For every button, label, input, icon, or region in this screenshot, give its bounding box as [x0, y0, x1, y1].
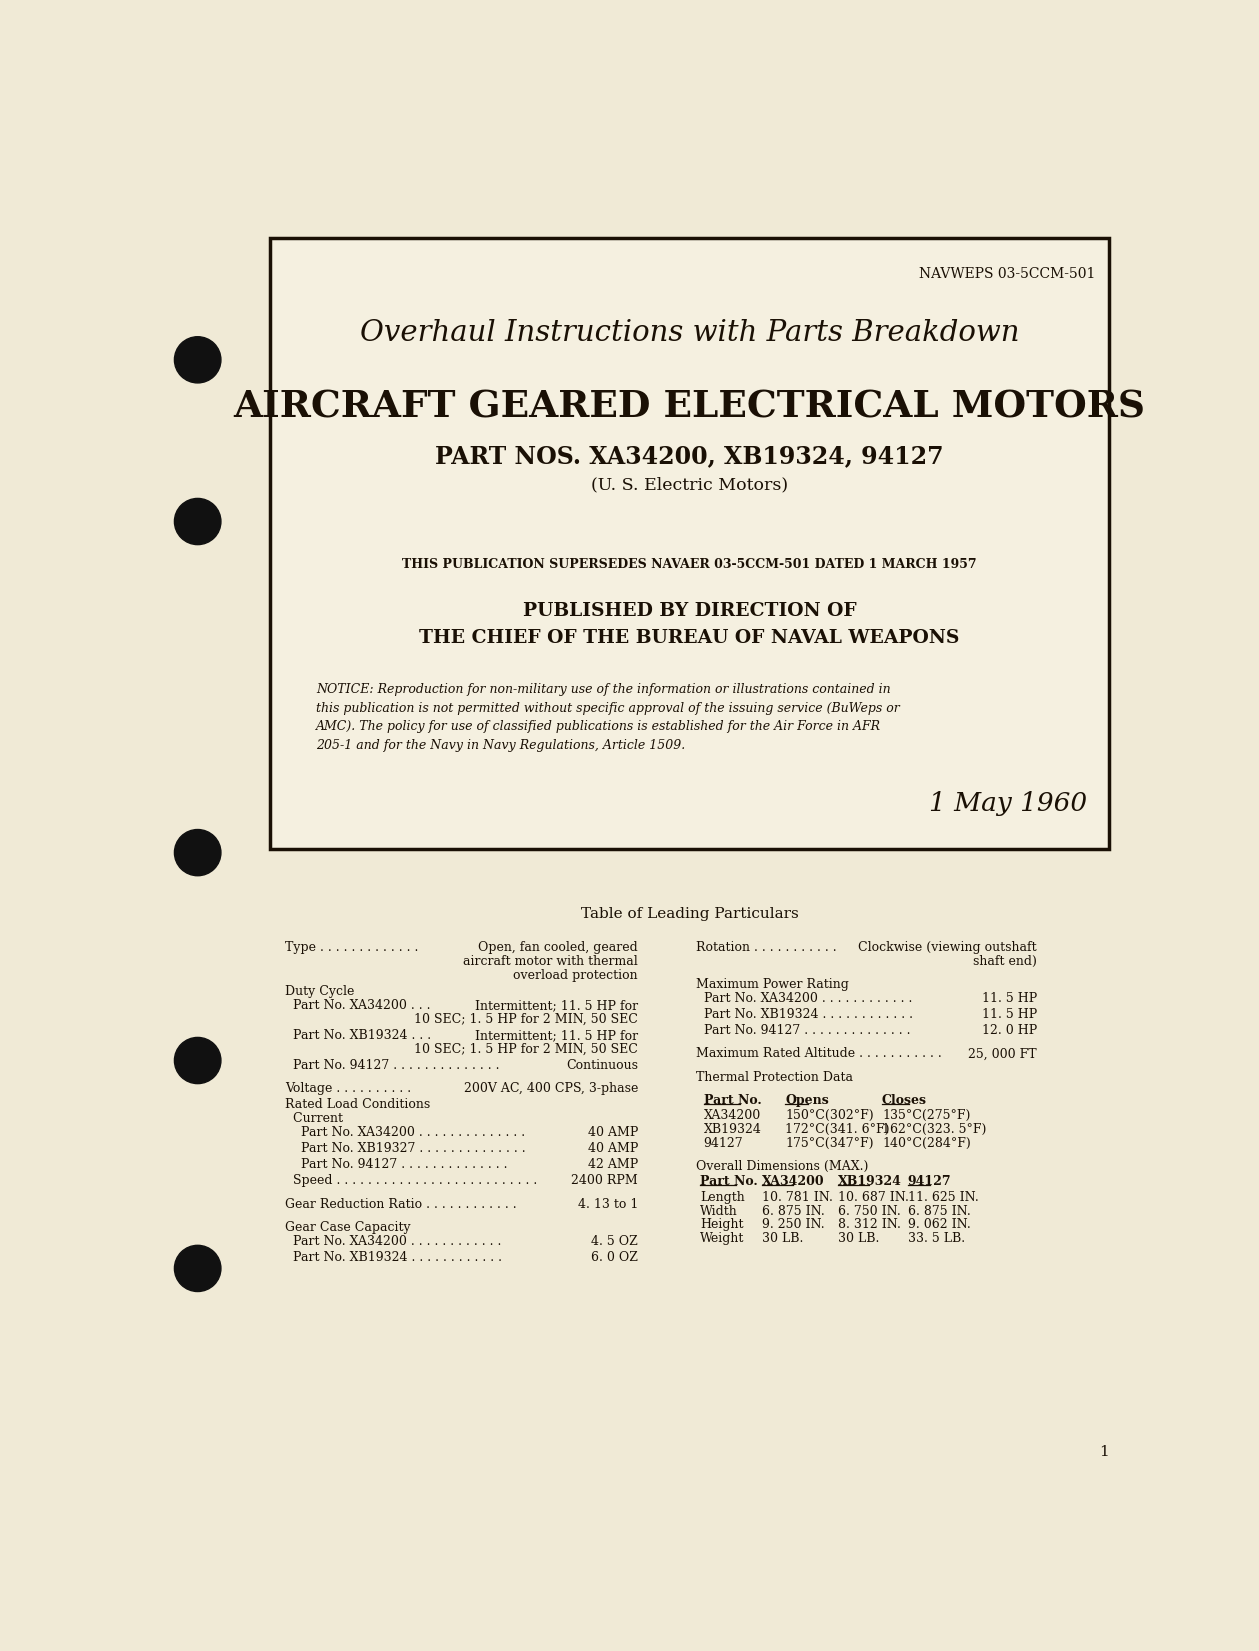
Text: 40 AMP: 40 AMP [588, 1126, 638, 1139]
Text: Thermal Protection Data: Thermal Protection Data [696, 1070, 854, 1083]
Text: Part No. XB19324 . . . . . . . . . . . .: Part No. XB19324 . . . . . . . . . . . . [286, 1251, 502, 1263]
Text: Part No. 94127 . . . . . . . . . . . . . .: Part No. 94127 . . . . . . . . . . . . .… [286, 1159, 507, 1171]
Text: Part No. XA34200 . . . . . . . . . . . .: Part No. XA34200 . . . . . . . . . . . . [286, 1235, 501, 1248]
Text: NOTICE: Reproduction for non-military use of the information or illustrations co: NOTICE: Reproduction for non-military us… [316, 684, 900, 751]
Text: PUBLISHED BY DIRECTION OF: PUBLISHED BY DIRECTION OF [522, 601, 856, 619]
Text: 6. 0 OZ: 6. 0 OZ [590, 1251, 638, 1263]
Text: Gear Case Capacity: Gear Case Capacity [286, 1220, 410, 1233]
Text: XA34200: XA34200 [762, 1176, 825, 1189]
Text: THE CHIEF OF THE BUREAU OF NAVAL WEAPONS: THE CHIEF OF THE BUREAU OF NAVAL WEAPONS [419, 629, 959, 647]
Text: Closes: Closes [883, 1093, 927, 1106]
Text: 25, 000 FT: 25, 000 FT [968, 1047, 1037, 1060]
Text: Part No. XA34200 . . .: Part No. XA34200 . . . [286, 999, 431, 1012]
Text: 6. 750 IN.: 6. 750 IN. [837, 1205, 900, 1217]
Text: 6. 875 IN.: 6. 875 IN. [908, 1205, 971, 1217]
Text: 10. 781 IN.: 10. 781 IN. [762, 1190, 832, 1204]
Text: AIRCRAFT GEARED ELECTRICAL MOTORS: AIRCRAFT GEARED ELECTRICAL MOTORS [233, 388, 1146, 426]
Text: Intermittent; 11. 5 HP for: Intermittent; 11. 5 HP for [475, 1029, 638, 1042]
Text: 1 May 1960: 1 May 1960 [929, 791, 1088, 816]
Circle shape [175, 499, 220, 545]
Text: Duty Cycle: Duty Cycle [286, 986, 355, 999]
Text: Speed . . . . . . . . . . . . . . . . . . . . . . . . . .: Speed . . . . . . . . . . . . . . . . . … [286, 1174, 538, 1187]
Text: 8. 312 IN.: 8. 312 IN. [837, 1218, 900, 1232]
Text: XA34200: XA34200 [704, 1109, 760, 1123]
Text: Part No.: Part No. [700, 1176, 758, 1189]
Text: Part No. XA34200 . . . . . . . . . . . .: Part No. XA34200 . . . . . . . . . . . . [696, 992, 913, 1005]
Circle shape [175, 829, 220, 875]
Text: Maximum Rated Altitude . . . . . . . . . . .: Maximum Rated Altitude . . . . . . . . .… [696, 1047, 942, 1060]
Text: 150°C(302°F): 150°C(302°F) [786, 1109, 874, 1123]
Text: 33. 5 LB.: 33. 5 LB. [908, 1232, 964, 1245]
Text: 6. 875 IN.: 6. 875 IN. [762, 1205, 825, 1217]
Text: Height: Height [700, 1218, 743, 1232]
Text: 175°C(347°F): 175°C(347°F) [786, 1138, 874, 1149]
Text: Gear Reduction Ratio . . . . . . . . . . . .: Gear Reduction Ratio . . . . . . . . . .… [286, 1197, 517, 1210]
Text: 140°C(284°F): 140°C(284°F) [883, 1138, 971, 1149]
Text: THIS PUBLICATION SUPERSEDES NAVAER 03-5CCM-501 DATED 1 MARCH 1957: THIS PUBLICATION SUPERSEDES NAVAER 03-5C… [402, 558, 977, 571]
Text: XB19324: XB19324 [704, 1123, 762, 1136]
Text: Rated Load Conditions: Rated Load Conditions [286, 1098, 431, 1111]
Text: Weight: Weight [700, 1232, 744, 1245]
Text: 9. 062 IN.: 9. 062 IN. [908, 1218, 971, 1232]
Text: 4. 5 OZ: 4. 5 OZ [592, 1235, 638, 1248]
Text: Width: Width [700, 1205, 738, 1217]
Text: aircraft motor with thermal: aircraft motor with thermal [463, 954, 638, 967]
Text: Part No. 94127 . . . . . . . . . . . . . .: Part No. 94127 . . . . . . . . . . . . .… [286, 1058, 500, 1071]
Text: Overall Dimensions (MAX.): Overall Dimensions (MAX.) [696, 1161, 869, 1172]
Text: 94127: 94127 [908, 1176, 952, 1189]
Text: Part No. XB19324 . . .: Part No. XB19324 . . . [286, 1029, 432, 1042]
Text: 200V AC, 400 CPS, 3-phase: 200V AC, 400 CPS, 3-phase [463, 1081, 638, 1095]
Text: overload protection: overload protection [514, 969, 638, 982]
Text: Voltage . . . . . . . . . .: Voltage . . . . . . . . . . [286, 1081, 412, 1095]
Text: Current: Current [286, 1113, 344, 1124]
Text: Intermittent; 11. 5 HP for: Intermittent; 11. 5 HP for [475, 999, 638, 1012]
Text: 9. 250 IN.: 9. 250 IN. [762, 1218, 825, 1232]
Text: Clockwise (viewing outshaft: Clockwise (viewing outshaft [859, 941, 1037, 954]
Text: 10 SEC; 1. 5 HP for 2 MIN, 50 SEC: 10 SEC; 1. 5 HP for 2 MIN, 50 SEC [414, 1043, 638, 1055]
Text: XB19324: XB19324 [837, 1176, 901, 1189]
Text: Part No. XA34200 . . . . . . . . . . . . . .: Part No. XA34200 . . . . . . . . . . . .… [286, 1126, 525, 1139]
Text: PART NOS. XA34200, XB19324, 94127: PART NOS. XA34200, XB19324, 94127 [436, 444, 944, 469]
Text: Opens: Opens [786, 1093, 828, 1106]
Text: Continuous: Continuous [565, 1058, 638, 1071]
Text: 42 AMP: 42 AMP [588, 1159, 638, 1171]
Text: 4. 13 to 1: 4. 13 to 1 [578, 1197, 638, 1210]
Text: shaft end): shaft end) [973, 954, 1037, 967]
Text: 11. 5 HP: 11. 5 HP [982, 1009, 1037, 1022]
Text: NAVWEPS 03-5CCM-501: NAVWEPS 03-5CCM-501 [919, 267, 1095, 281]
Text: Part No. XB19324 . . . . . . . . . . . .: Part No. XB19324 . . . . . . . . . . . . [696, 1009, 913, 1022]
Circle shape [175, 1037, 220, 1083]
Text: Part No. XB19327 . . . . . . . . . . . . . .: Part No. XB19327 . . . . . . . . . . . .… [286, 1142, 526, 1156]
Text: 10. 687 IN.: 10. 687 IN. [837, 1190, 909, 1204]
Text: Overhaul Instructions with Parts Breakdown: Overhaul Instructions with Parts Breakdo… [360, 319, 1020, 347]
Text: Open, fan cooled, geared: Open, fan cooled, geared [478, 941, 638, 954]
Text: 2400 RPM: 2400 RPM [572, 1174, 638, 1187]
Text: 11. 625 IN.: 11. 625 IN. [908, 1190, 978, 1204]
Text: 30 LB.: 30 LB. [762, 1232, 803, 1245]
Circle shape [175, 1245, 220, 1291]
Text: 172°C(341. 6°F): 172°C(341. 6°F) [786, 1123, 890, 1136]
Text: 10 SEC; 1. 5 HP for 2 MIN, 50 SEC: 10 SEC; 1. 5 HP for 2 MIN, 50 SEC [414, 1012, 638, 1025]
Text: 94127: 94127 [704, 1138, 743, 1149]
Text: Rotation . . . . . . . . . . .: Rotation . . . . . . . . . . . [696, 941, 837, 954]
Text: (U. S. Electric Motors): (U. S. Electric Motors) [590, 477, 788, 494]
Text: 135°C(275°F): 135°C(275°F) [883, 1109, 971, 1123]
Text: 1: 1 [1099, 1445, 1109, 1459]
Text: Part No.: Part No. [704, 1093, 762, 1106]
Text: 30 LB.: 30 LB. [837, 1232, 879, 1245]
Text: 40 AMP: 40 AMP [588, 1142, 638, 1156]
Text: Type . . . . . . . . . . . . .: Type . . . . . . . . . . . . . [286, 941, 419, 954]
Text: Length: Length [700, 1190, 744, 1204]
Text: Table of Leading Particulars: Table of Leading Particulars [580, 906, 798, 921]
Bar [269, 238, 1109, 849]
Text: 12. 0 HP: 12. 0 HP [982, 1024, 1037, 1037]
Circle shape [175, 337, 220, 383]
Text: 11. 5 HP: 11. 5 HP [982, 992, 1037, 1005]
Text: Maximum Power Rating: Maximum Power Rating [696, 977, 849, 991]
Text: 162°C(323. 5°F): 162°C(323. 5°F) [883, 1123, 986, 1136]
Text: Part No. 94127 . . . . . . . . . . . . . .: Part No. 94127 . . . . . . . . . . . . .… [696, 1024, 910, 1037]
